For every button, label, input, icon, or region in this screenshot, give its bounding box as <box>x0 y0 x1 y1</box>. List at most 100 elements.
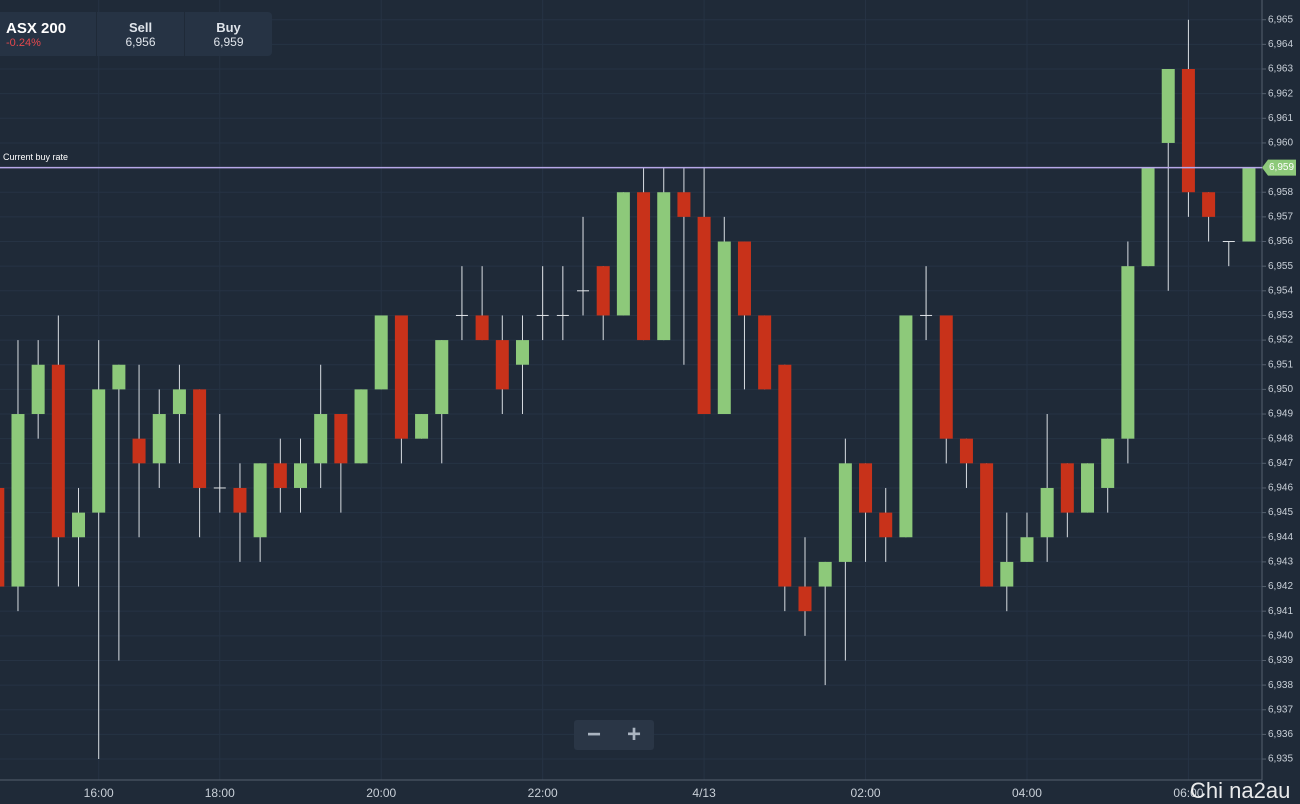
candle-body <box>1020 537 1034 562</box>
x-tick-label: 06:00 <box>1173 786 1203 800</box>
x-tick-label: 02:00 <box>851 786 881 800</box>
candle-body <box>233 487 247 513</box>
candle-body <box>152 414 166 464</box>
candle-body <box>435 340 449 415</box>
candle-body <box>899 315 913 538</box>
candle-body <box>515 340 529 365</box>
candle-body <box>859 463 873 513</box>
candle-body <box>616 192 630 316</box>
candle-body <box>374 315 388 390</box>
y-tick-label: 6,945 <box>1268 507 1293 518</box>
candle-body <box>879 512 893 538</box>
y-tick-label: 6,965 <box>1268 14 1293 25</box>
current-rate-badge <box>1262 159 1296 176</box>
y-tick-label: 6,940 <box>1268 630 1293 641</box>
candle-body <box>596 266 610 316</box>
candle-body <box>677 192 691 217</box>
candle-body <box>758 315 772 390</box>
candle-body <box>1081 463 1095 513</box>
y-tick-label: 6,939 <box>1268 655 1293 666</box>
y-tick-label: 6,953 <box>1268 310 1293 321</box>
candle-body <box>1202 192 1216 217</box>
candle-body <box>1141 167 1155 267</box>
candle-body <box>1060 463 1074 513</box>
x-tick-label: 18:00 <box>205 786 235 800</box>
candle-body <box>334 414 348 464</box>
x-tick-label: 16:00 <box>84 786 114 800</box>
candle-body <box>294 463 307 488</box>
current-rate-value: 6,959 <box>1269 162 1294 173</box>
y-tick-label: 6,946 <box>1268 483 1293 494</box>
candle-body <box>697 216 711 415</box>
candle-body <box>415 414 429 439</box>
x-tick-label: 20:00 <box>366 786 396 800</box>
y-tick-label: 6,962 <box>1268 88 1293 99</box>
y-tick-label: 6,963 <box>1268 64 1293 75</box>
y-tick-label: 6,935 <box>1268 754 1293 765</box>
y-tick-label: 6,942 <box>1268 581 1293 592</box>
y-tick-label: 6,955 <box>1268 261 1293 272</box>
candle-body <box>980 463 994 587</box>
y-tick-label: 6,948 <box>1268 433 1293 444</box>
y-tick-label: 6,936 <box>1268 729 1293 740</box>
candle-body <box>253 463 267 538</box>
candle-body <box>717 241 731 415</box>
zoom-control: − + <box>574 720 654 750</box>
candle-body <box>1181 69 1195 193</box>
sell-cell[interactable]: Sell 6,956 <box>96 12 184 56</box>
y-tick-label: 6,943 <box>1268 557 1293 568</box>
y-tick-label: 6,951 <box>1268 359 1293 370</box>
candle-body <box>778 364 792 587</box>
y-tick-label: 6,938 <box>1268 680 1293 691</box>
candle-body <box>394 315 408 439</box>
candle-body <box>657 192 671 341</box>
candle-body <box>314 414 328 464</box>
candle-body <box>1121 266 1135 439</box>
candle-body <box>838 463 852 562</box>
candle-body <box>737 241 751 316</box>
sell-price: 6,956 <box>125 34 156 49</box>
y-tick-label: 6,960 <box>1268 138 1293 149</box>
candle-body <box>31 364 45 415</box>
candle-body <box>132 438 146 464</box>
candle-body <box>193 389 207 488</box>
zoom-out[interactable]: − <box>586 721 601 748</box>
y-tick-label: 6,964 <box>1268 39 1293 50</box>
candle-body <box>939 315 953 439</box>
candle-body <box>11 414 25 587</box>
y-tick-label: 6,952 <box>1268 335 1293 346</box>
x-tick-label: 04:00 <box>1012 786 1042 800</box>
buy-price: 6,959 <box>213 34 244 49</box>
candle-body <box>354 389 368 464</box>
y-tick-label: 6,954 <box>1268 285 1293 296</box>
x-tick-label: 4/13 <box>692 786 716 800</box>
candle-body <box>1040 487 1054 538</box>
candle-body <box>475 315 489 341</box>
candle-body <box>51 364 65 538</box>
candle-body <box>112 364 126 390</box>
zoom-in[interactable]: + <box>626 721 641 748</box>
watermark: Chi na2au <box>1190 778 1291 803</box>
candle-body <box>1161 69 1175 143</box>
candle-body <box>1242 167 1256 242</box>
candle-body <box>1101 438 1115 488</box>
candle-body <box>959 438 973 464</box>
y-tick-label: 6,950 <box>1268 384 1293 395</box>
candle-body <box>637 192 651 341</box>
current-rate-label: Current buy rate <box>3 152 68 162</box>
candle-body <box>0 487 5 587</box>
y-tick-label: 6,956 <box>1268 236 1293 247</box>
instrument-cell[interactable]: ASX 200 -0.24% <box>0 12 96 56</box>
y-tick-label: 6,947 <box>1268 458 1293 469</box>
buy-cell[interactable]: Buy 6,959 <box>184 12 272 56</box>
change: -0.24% <box>6 36 41 49</box>
y-tick-label: 6,958 <box>1268 187 1293 198</box>
candle-body <box>92 389 106 513</box>
candle-body <box>273 463 287 488</box>
y-tick-label: 6,944 <box>1268 532 1293 543</box>
candle-body <box>495 340 509 390</box>
x-tick-label: 22:00 <box>528 786 558 800</box>
candle-body <box>1000 561 1014 587</box>
